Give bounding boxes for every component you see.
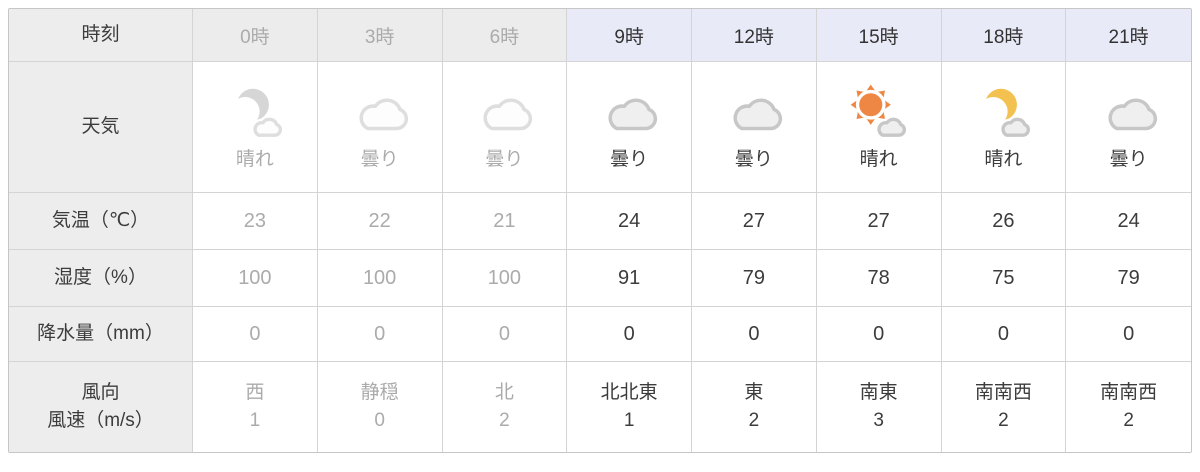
weather-cell-1: 曇り [317,62,443,192]
row-label-time: 時刻 [9,9,193,61]
wind-cell: 静穏 0 [317,362,443,452]
row-label-wind: 風向 風速（m/s） [9,362,193,452]
humidity-value: 91 [567,250,692,306]
weather-cell-5: 晴れ [816,62,942,192]
precipitation-value: 0 [692,307,817,361]
weather-row: 天気 晴れ 曇り [9,62,1191,193]
temperature-row: 気温（℃） 23 22 21 24 27 27 26 24 [9,193,1191,250]
sun-cloud-icon [850,84,908,139]
wind-speed: 0 [374,410,385,431]
wind-cell: 東 2 [692,362,817,452]
cloud-icon [483,98,533,130]
weather-label: 曇り [610,148,649,170]
wind-direction: 東 [744,381,764,403]
weather-cell-3: 曇り [567,62,692,192]
temperature-value: 21 [442,193,568,249]
wind-speed: 2 [748,410,760,431]
hour-header-21: 21時 [1066,9,1191,61]
weather-label: 晴れ [235,148,274,170]
weather-cell-0: 晴れ [193,62,318,192]
hour-header-15: 15時 [816,9,942,61]
humidity-value: 78 [816,250,942,306]
cloud-icon [608,98,658,130]
wind-cell: 北北東 1 [567,362,692,452]
temperature-value: 24 [567,193,692,249]
wind-speed: 3 [873,410,884,431]
hour-header-18: 18時 [941,9,1067,61]
row-label-wind-speed: 風速（m/s） [47,410,154,431]
wind-row: 風向 風速（m/s） 西 1 静穏 0 北 2 北北東 1 東 2 南東 3 南… [9,362,1191,452]
humidity-value: 100 [442,250,568,306]
precipitation-value: 0 [941,307,1067,361]
wind-direction: 北 [494,381,514,403]
wind-direction: 南東 [859,381,898,403]
precipitation-value: 0 [567,307,692,361]
precipitation-value: 0 [1066,307,1191,361]
time-header-row: 時刻 0時 3時 6時 9時 12時 15時 18時 21時 [9,9,1191,62]
weather-label: 曇り [734,148,773,170]
weather-label: 晴れ [984,148,1023,170]
humidity-value: 100 [193,250,318,306]
wind-cell: 北 2 [442,362,568,452]
cloud-icon [1108,98,1157,130]
precipitation-value: 0 [193,307,318,361]
weather-label: 晴れ [859,148,898,170]
row-label-precipitation: 降水量（mm） [9,307,193,361]
humidity-value: 79 [1066,250,1191,306]
moon-cloud-icon [230,88,285,139]
precipitation-row: 降水量（mm） 0 0 0 0 0 0 0 0 [9,307,1191,362]
weather-label: 曇り [1109,148,1148,170]
wind-direction: 南南西 [974,381,1032,403]
weather-label: 曇り [485,148,524,170]
row-label-weather: 天気 [9,62,193,192]
weather-cell-4: 曇り [692,62,817,192]
cloud-icon [359,98,408,130]
row-label-temperature: 気温（℃） [9,193,193,249]
moon-cloud-icon [979,88,1033,139]
precipitation-value: 0 [442,307,568,361]
cloud-icon [733,98,782,130]
humidity-value: 100 [317,250,443,306]
weather-cell-7: 曇り [1066,62,1191,192]
precipitation-value: 0 [317,307,443,361]
temperature-value: 26 [941,193,1067,249]
wind-speed: 2 [998,410,1009,431]
temperature-value: 23 [193,193,318,249]
wind-speed: 2 [499,410,510,431]
wind-speed: 1 [623,410,635,431]
wind-cell: 南東 3 [816,362,942,452]
weather-forecast-table: 時刻 0時 3時 6時 9時 12時 15時 18時 21時 天気 晴れ [8,8,1192,453]
wind-direction: 静穏 [360,381,399,403]
weather-label: 曇り [360,148,399,170]
hour-header-12: 12時 [692,9,817,61]
wind-direction: 南南西 [1100,381,1158,403]
temperature-value: 27 [692,193,817,249]
wind-direction: 北北東 [600,381,658,403]
wind-cell: 南南西 2 [1066,362,1191,452]
weather-cell-6: 晴れ [941,62,1067,192]
wind-cell: 南南西 2 [941,362,1067,452]
humidity-value: 79 [692,250,817,306]
temperature-value: 22 [317,193,443,249]
hour-header-9: 9時 [567,9,692,61]
wind-direction: 西 [245,381,265,403]
temperature-value: 24 [1066,193,1191,249]
weather-cell-2: 曇り [442,62,568,192]
wind-cell: 西 1 [193,362,318,452]
precipitation-value: 0 [816,307,942,361]
temperature-value: 27 [816,193,942,249]
hour-header-3: 3時 [317,9,443,61]
humidity-value: 75 [941,250,1067,306]
hour-header-6: 6時 [442,9,568,61]
humidity-row: 湿度（%） 100 100 100 91 79 78 75 79 [9,250,1191,307]
row-label-wind-direction: 風向 [81,382,120,404]
row-label-humidity: 湿度（%） [9,250,193,306]
wind-speed: 2 [1123,410,1134,431]
wind-speed: 1 [249,410,261,431]
hour-header-0: 0時 [193,9,318,61]
